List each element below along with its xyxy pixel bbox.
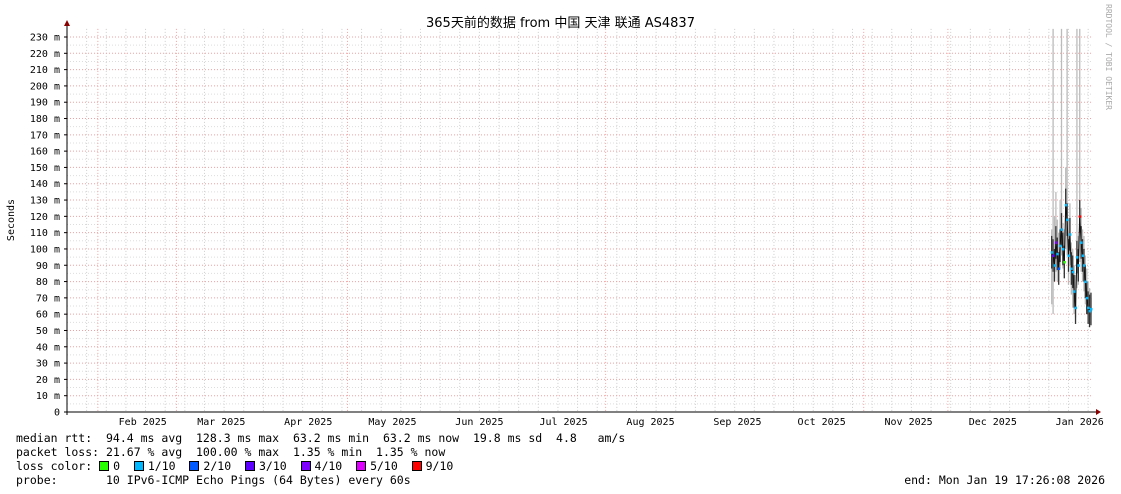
loss-color-label-item: 2/10 — [203, 459, 245, 473]
median-point — [1075, 256, 1079, 259]
y-tick-label: 90 m — [36, 261, 60, 272]
y-tick-label: 180 m — [30, 114, 60, 125]
y-tick-label: 210 m — [30, 65, 60, 76]
median-point — [1052, 254, 1055, 257]
loss-color-swatch — [244, 461, 255, 471]
legend-median-rtt: median rtt: 94.4 ms avg 128.3 ms max 63.… — [16, 431, 626, 445]
x-tick-label: Jun 2025 — [455, 417, 503, 428]
loss-color-label: loss color: — [16, 459, 100, 473]
median-point — [1053, 264, 1056, 267]
median-point — [1082, 264, 1086, 267]
x-tick-label: Dec 2025 — [969, 417, 1017, 428]
y-tick-label: 0 — [54, 408, 60, 419]
x-tick-label: Feb 2025 — [119, 417, 167, 428]
watermark: RRDTOOL / TOBI OETIKER — [1104, 4, 1113, 110]
loss-color-label-item: 4/10 — [314, 459, 357, 473]
median-point — [1088, 309, 1092, 313]
y-tick-label: 50 m — [36, 326, 60, 337]
median-point — [1085, 296, 1089, 300]
y-tick-label: 230 m — [30, 33, 60, 44]
loss-color-label-item: 5/10 — [370, 459, 412, 473]
median-point — [1050, 251, 1054, 254]
y-tick-label: 160 m — [30, 147, 60, 158]
y-tick-label: 150 m — [30, 163, 60, 174]
x-tick-label: Oct 2025 — [798, 417, 846, 428]
median-point — [1066, 218, 1069, 222]
loss-color-swatch — [411, 461, 422, 471]
y-tick-label: 170 m — [30, 130, 60, 141]
x-tick-label: Jul 2025 — [539, 417, 587, 428]
legend-packet-loss: packet loss: 21.67 % avg 100.00 % max 1.… — [16, 445, 446, 459]
loss-color-swatch — [300, 461, 311, 471]
median-point — [1056, 252, 1059, 256]
median-point — [1080, 241, 1083, 244]
median-point — [1077, 264, 1080, 267]
y-tick-label: 70 m — [36, 293, 60, 304]
median-point — [1063, 261, 1066, 264]
loss-color-label-item: 1/10 — [147, 459, 190, 473]
y-tick-label: 140 m — [30, 179, 60, 190]
median-point — [1084, 280, 1087, 284]
loss-color-label-item: 0 — [113, 459, 134, 473]
end-time: end: Mon Jan 19 17:26:08 2026 — [904, 473, 1105, 487]
y-tick-label: 30 m — [36, 359, 60, 370]
y-tick-label: 20 m — [36, 375, 60, 386]
median-point — [1087, 306, 1090, 310]
loss-color-label-item: 9/10 — [425, 459, 468, 473]
median-point — [1071, 270, 1075, 274]
y-axis-arrow — [64, 20, 70, 26]
chart-title: 365天前的数据 from 中国 天津 联通 AS4837 — [426, 16, 695, 31]
median-point — [1081, 254, 1085, 257]
y-tick-label: 10 m — [36, 391, 60, 402]
legend-probe: probe: 10 IPv6-ICMP Echo Pings (64 Bytes… — [16, 473, 411, 487]
y-tick-label: 220 m — [30, 49, 60, 60]
x-tick-label: Apr 2025 — [284, 417, 332, 428]
x-tick-label: May 2025 — [368, 417, 416, 428]
loss-color-swatch — [356, 461, 367, 471]
y-tick-label: 110 m — [30, 228, 60, 239]
plot-area: 0 10 m 20 m 30 m 40 m 50 m 60 m 70 m 80 m 90 m 100… — [6, 20, 1104, 428]
y-tick-label: 100 m — [30, 244, 60, 255]
y-axis-label: Seconds — [6, 199, 17, 241]
loss-color-label-item: 3/10 — [258, 459, 301, 473]
legend-loss-color: loss color: 0 1/10 2/10 3/10 4/10 5/10 9… — [16, 459, 467, 473]
x-tick-label: Mar 2025 — [197, 417, 245, 428]
y-tick-label: 80 m — [36, 277, 60, 288]
x-tick-label: Sep 2025 — [713, 417, 761, 428]
loss-color-swatch — [99, 461, 110, 471]
y-tick-label: 190 m — [30, 98, 60, 109]
median-point — [1068, 233, 1072, 236]
median-point — [1078, 215, 1082, 218]
y-tick-label: 40 m — [36, 342, 60, 353]
median-point — [1067, 254, 1071, 257]
median-point — [1074, 306, 1078, 310]
median-point — [1070, 267, 1073, 271]
y-tick-label: 200 m — [30, 81, 60, 92]
median-point — [1061, 247, 1065, 251]
median-point — [1054, 241, 1058, 244]
median-point — [1073, 290, 1076, 293]
y-tick-label: 120 m — [30, 212, 60, 223]
x-tick-label: Aug 2025 — [626, 417, 674, 428]
median-point — [1060, 228, 1064, 231]
median-point — [1064, 203, 1068, 207]
loss-color-swatch — [189, 461, 200, 471]
x-tick-label: Nov 2025 — [885, 417, 933, 428]
median-point — [1089, 307, 1093, 311]
y-tick-label: 130 m — [30, 196, 60, 207]
median-point — [1059, 244, 1062, 248]
x-axis-arrow — [1096, 409, 1101, 415]
loss-color-swatch — [133, 461, 144, 471]
y-tick-label: 60 m — [36, 310, 60, 321]
x-tick-label: Jan 2026 — [1056, 417, 1104, 428]
median-point — [1057, 267, 1061, 271]
